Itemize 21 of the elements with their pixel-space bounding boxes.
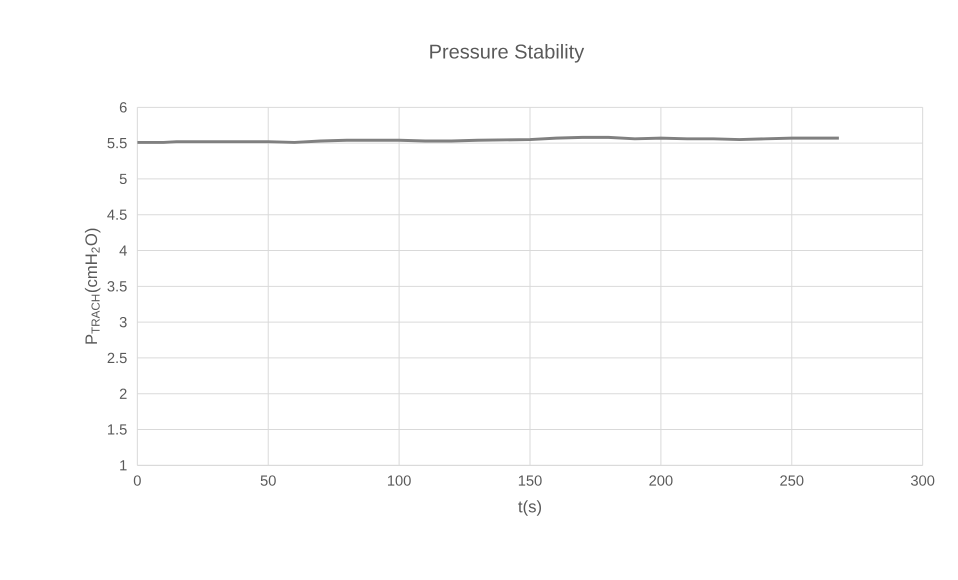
x-tick-label: 100: [388, 475, 411, 486]
y-axis-title: P$_{TRACH}$(cmH$_{2}$O): [84, 228, 100, 344]
y-tick-label: 4: [119, 245, 127, 256]
y-tick-label: 4.5: [107, 210, 127, 220]
y-tick-label: 2.5: [108, 352, 127, 364]
y-tick-label: 3.5: [107, 281, 127, 292]
y-tick-label: 6: [120, 102, 127, 113]
x-tick-label: 150: [518, 475, 542, 486]
y-tick-label: 5: [120, 174, 127, 184]
x-tick-label: 0: [134, 475, 141, 486]
chart-title: Pressure Stability: [430, 44, 584, 63]
x-axis-title: t(s): [518, 500, 541, 516]
y-tick-label: 1: [120, 460, 127, 470]
y-tick-label: 5.5: [107, 138, 127, 148]
x-tick-label: 200: [649, 475, 673, 486]
x-tick-label: 300: [910, 475, 934, 486]
x-tick-label: 250: [780, 475, 804, 486]
y-tick-label: 2: [120, 388, 127, 399]
x-tick-label: 50: [260, 475, 276, 486]
y-tick-label: 1.5: [108, 424, 127, 435]
y-tick-label: 3: [120, 316, 127, 328]
